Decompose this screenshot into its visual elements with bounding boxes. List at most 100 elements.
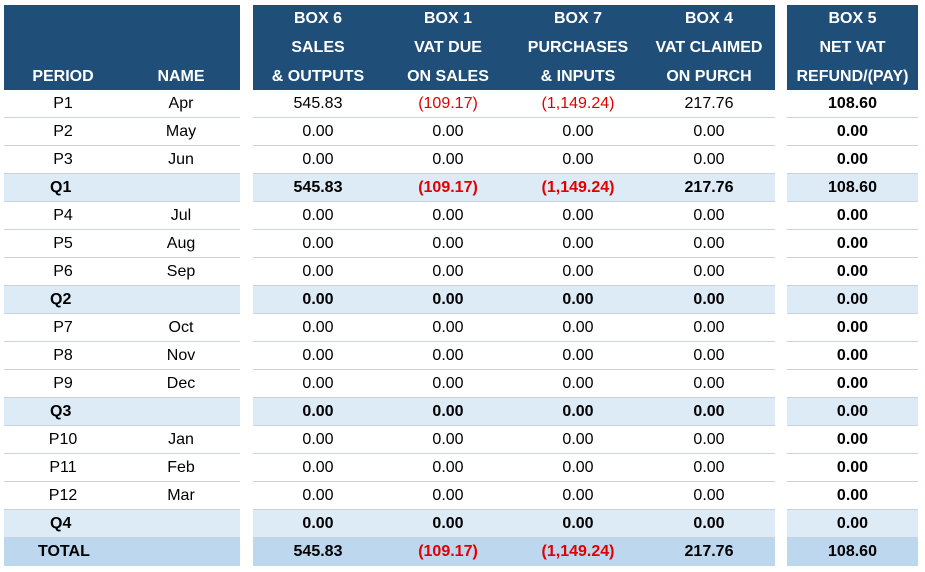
box6-cell: 0.00 [302, 319, 334, 336]
box5-cell: 0.00 [836, 459, 869, 476]
table-row: P7 Oct [4, 314, 240, 342]
table-row: 0.00 [787, 482, 918, 510]
box5-column-group: BOX 5 NET VAT REFUND/(PAY) 108.60 0.00 0.0… [787, 5, 918, 566]
box4-cell: 0.00 [693, 459, 725, 476]
box6-cell: 0.00 [302, 403, 334, 420]
box1-cell: (109.17) [418, 179, 478, 196]
box1-cell: 0.00 [432, 487, 464, 504]
box6-cell: 0.00 [302, 291, 334, 308]
box7-cell: 0.00 [562, 459, 594, 476]
box1-cell: 0.00 [432, 515, 464, 532]
table-row: 0.00 0.00 0.00 0.00 [253, 510, 775, 538]
name-header: NAME [157, 68, 205, 85]
box7-header-line3: & INPUTS [540, 68, 616, 85]
box5-cell: 0.00 [836, 207, 869, 224]
box6-cell: 0.00 [302, 123, 334, 140]
box4-cell: 0.00 [693, 263, 725, 280]
period-cell: P7 [53, 319, 73, 336]
box1-cell: 0.00 [432, 319, 464, 336]
box7-cell: 0.00 [562, 263, 594, 280]
table-row: 0.00 [787, 286, 918, 314]
box6-cell: 0.00 [302, 207, 334, 224]
box1-cell: 0.00 [432, 375, 464, 392]
box1-cell: 0.00 [432, 263, 464, 280]
table-row: 0.00 0.00 0.00 0.00 [253, 230, 775, 258]
box1-cell: 0.00 [432, 403, 464, 420]
name-cell: May [165, 123, 197, 140]
box5-cell: 0.00 [836, 151, 869, 168]
box1-header-line2: VAT DUE [414, 39, 482, 56]
box6-header-line2: SALES [291, 39, 345, 56]
table-row: 0.00 [787, 398, 918, 426]
box5-cell: 108.60 [828, 95, 877, 112]
table-row: P1 Apr [4, 90, 240, 118]
table-row: 108.60 [787, 538, 918, 566]
table-row: P8 Nov [4, 342, 240, 370]
name-cell: Dec [166, 375, 196, 392]
box4-cell: 0.00 [693, 291, 725, 308]
box1-cell: 0.00 [432, 151, 464, 168]
box1-header-line1: BOX 1 [423, 10, 472, 27]
table-row: P11 Feb [4, 454, 240, 482]
box6-cell: 545.83 [293, 179, 343, 196]
box6-cell: 0.00 [302, 459, 334, 476]
box5-header-line2: NET VAT [819, 39, 886, 56]
box7-cell: 0.00 [562, 515, 594, 532]
name-cell: Aug [166, 235, 196, 252]
box5-cell: 0.00 [836, 515, 869, 532]
table-row: 0.00 0.00 0.00 0.00 [253, 314, 775, 342]
table-row: 108.60 [787, 90, 918, 118]
period-name-header: PERIOD NAME [4, 5, 240, 90]
table-row: 0.00 [787, 510, 918, 538]
box5-header: BOX 5 NET VAT REFUND/(PAY) [787, 5, 918, 90]
table-row: 0.00 [787, 258, 918, 286]
table-row: P12 Mar [4, 482, 240, 510]
table-row: 0.00 0.00 0.00 0.00 [253, 370, 775, 398]
period-cell: P12 [48, 487, 78, 504]
box1-header-line3: ON SALES [407, 68, 489, 85]
name-cell: Sep [166, 263, 196, 280]
box6-header-line1: BOX 6 [293, 10, 342, 27]
box1-cell: 0.00 [432, 207, 464, 224]
table-row: Q1 [4, 174, 240, 202]
box6-cell: 0.00 [302, 515, 334, 532]
box7-cell: (1,149.24) [541, 95, 615, 112]
table-row: 0.00 [787, 146, 918, 174]
box4-cell: 0.00 [693, 487, 725, 504]
box4-cell: 0.00 [693, 123, 725, 140]
table-row: 545.83 (109.17) (1,149.24) 217.76 [253, 90, 775, 118]
box4-cell: 0.00 [693, 235, 725, 252]
table-row: P4 Jul [4, 202, 240, 230]
box1-cell: 0.00 [432, 291, 464, 308]
period-cell: P11 [49, 459, 77, 476]
table-row: 0.00 0.00 0.00 0.00 [253, 482, 775, 510]
box4-cell: 0.00 [693, 403, 725, 420]
period-cell: P9 [53, 375, 73, 392]
box4-header-line3: ON PURCH [666, 68, 752, 85]
name-cell: Nov [166, 347, 196, 364]
table-row: 0.00 0.00 0.00 0.00 [253, 146, 775, 174]
box6-header-line3: & OUTPUTS [271, 68, 365, 85]
box7-cell: 0.00 [562, 319, 594, 336]
table-row: 0.00 0.00 0.00 0.00 [253, 398, 775, 426]
box7-cell: 0.00 [562, 123, 594, 140]
period-cell: P3 [53, 151, 73, 168]
period-cell: P5 [53, 235, 73, 252]
table-row: 0.00 [787, 426, 918, 454]
box1-cell: 0.00 [432, 123, 464, 140]
name-cell: Oct [168, 319, 194, 336]
box5-cell: 0.00 [836, 431, 869, 448]
box4-cell: 0.00 [693, 207, 725, 224]
table-row: 0.00 0.00 0.00 0.00 [253, 342, 775, 370]
box4-header-line1: BOX 4 [684, 10, 733, 27]
box1-cell: 0.00 [432, 235, 464, 252]
table-row: P10 Jan [4, 426, 240, 454]
box7-header-line2: PURCHASES [527, 39, 629, 56]
box1-cell: 0.00 [432, 347, 464, 364]
box6-cell: 545.83 [293, 95, 343, 112]
table-row: 0.00 [787, 230, 918, 258]
period-cell: P2 [53, 123, 73, 140]
name-cell: Apr [168, 95, 194, 112]
period-name-rows: P1 Apr P2 May P3 Jun Q1 P4 Jul P5 Aug P6 Sep Q2 P7 Oct P… [4, 90, 240, 566]
